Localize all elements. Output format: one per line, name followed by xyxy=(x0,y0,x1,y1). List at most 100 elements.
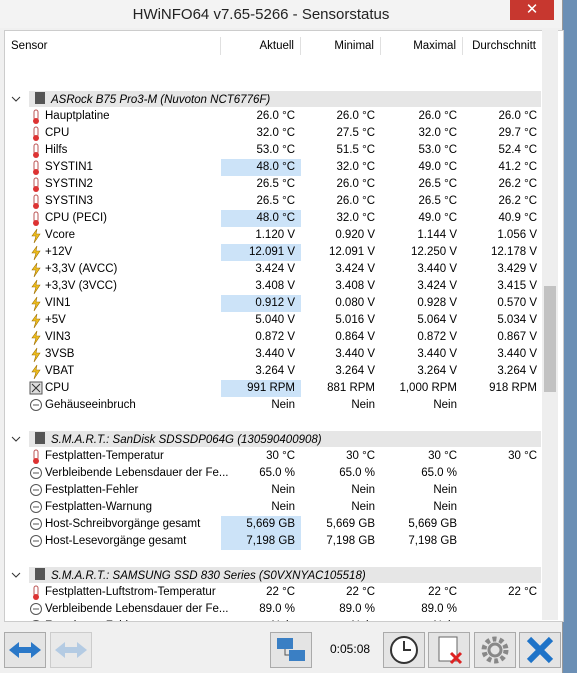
column-header: Durchschnitt xyxy=(463,37,543,55)
sensor-value: Nein xyxy=(271,501,295,513)
sensor-icon xyxy=(29,159,43,176)
sensor-value: 3.415 V xyxy=(497,280,537,292)
sensor-value: 40.9 °C xyxy=(498,212,537,224)
sensor-value: 26.5 °C xyxy=(256,178,295,190)
sensor-value: 22 °C xyxy=(428,586,457,598)
sensor-label: Festplatten-Warnung xyxy=(45,501,152,513)
sensor-icon xyxy=(29,346,43,363)
settings-button[interactable] xyxy=(474,632,516,668)
sensor-value: 29.7 °C xyxy=(498,127,537,139)
sensor-label: +3,3V (3VCC) xyxy=(45,280,117,292)
collapse-arrow[interactable] xyxy=(11,91,23,108)
sensor-value: 26.0 °C xyxy=(336,178,375,190)
scroll-thumb[interactable] xyxy=(544,286,556,392)
icon xyxy=(526,636,554,664)
column-header: Sensor xyxy=(5,37,221,55)
sensor-icon xyxy=(29,448,43,465)
sensor-label: SYSTIN3 xyxy=(45,195,93,207)
sensor-value: 26.0 °C xyxy=(336,195,375,207)
sensor-value: 30 °C xyxy=(428,450,457,462)
collapse-arrow[interactable] xyxy=(11,431,23,448)
network-button[interactable] xyxy=(270,632,312,668)
sensor-icon xyxy=(29,108,43,125)
sensor-value: 48.0 °C xyxy=(221,159,301,176)
sensor-value: 26.5 °C xyxy=(418,178,457,190)
sensor-value: 26.5 °C xyxy=(418,195,457,207)
group-name: ASRock B75 Pro3-M (Nuvoton NCT6776F) xyxy=(51,94,271,106)
sensor-value: 26.2 °C xyxy=(498,178,537,190)
sensor-value: Nein xyxy=(433,399,457,411)
collapse-arrow[interactable] xyxy=(11,567,23,584)
sensor-value: Nein xyxy=(271,399,295,411)
sensor-value: 5.016 V xyxy=(335,314,375,326)
sensor-icon xyxy=(29,261,43,278)
exit-button[interactable] xyxy=(519,632,561,668)
sensor-value: Nein xyxy=(433,484,457,496)
clock-button[interactable] xyxy=(383,632,425,668)
icon xyxy=(438,636,463,665)
sensor-value: 3.408 V xyxy=(255,280,295,292)
sensor-icon xyxy=(29,244,43,261)
nav-button[interactable] xyxy=(50,632,92,668)
sensor-value: 5.040 V xyxy=(255,314,295,326)
sensor-value: 32.0 °C xyxy=(336,212,375,224)
nav-button[interactable] xyxy=(4,632,46,668)
close-button[interactable]: ✕ xyxy=(510,0,554,20)
sensor-label: VIN3 xyxy=(45,331,71,343)
sensor-value: 26.0 °C xyxy=(418,110,457,122)
sensor-value: 0.872 V xyxy=(255,331,295,343)
sensor-value: 51.5 °C xyxy=(336,144,375,156)
sensor-icon xyxy=(29,584,43,601)
sensor-value: Nein xyxy=(351,484,375,496)
sensor-value: 89.0 % xyxy=(339,603,375,615)
icon xyxy=(277,638,305,661)
sensor-label: Hilfs xyxy=(45,144,68,156)
sensor-value: 89.0 % xyxy=(421,603,457,615)
sensor-icon xyxy=(29,499,43,516)
sensor-value: 3.440 V xyxy=(335,348,375,360)
sensor-value: Nein xyxy=(271,484,295,496)
sensor-value: 1,000 RPM xyxy=(399,382,457,394)
toolbar: 0:05:08 xyxy=(0,628,562,673)
sensor-value: 53.0 °C xyxy=(418,144,457,156)
sensor-icon xyxy=(29,482,43,499)
sensor-value: 1.056 V xyxy=(497,229,537,241)
sensor-value: 1.144 V xyxy=(417,229,457,241)
sensor-value: 3.440 V xyxy=(497,348,537,360)
sensor-value: 65.0 % xyxy=(259,467,295,479)
sensor-value: 5,669 GB xyxy=(221,516,301,533)
sensor-value: 5,669 GB xyxy=(326,518,375,530)
scrollbar[interactable] xyxy=(542,30,558,620)
icon xyxy=(481,636,509,664)
sensor-value: 3.264 V xyxy=(497,365,537,377)
sensor-label: Host-Lesevorgänge gesamt xyxy=(45,535,187,547)
sensor-value: 32.0 °C xyxy=(418,127,457,139)
sensor-label: Festplatten-Temperatur xyxy=(45,450,164,462)
sensor-value: 0.928 V xyxy=(417,297,457,309)
sensor-value: 3.424 V xyxy=(335,263,375,275)
sensor-icon xyxy=(29,397,43,414)
sensor-value: 30 °C xyxy=(346,450,375,462)
sensor-value: 3.440 V xyxy=(417,348,457,360)
sensor-label: Festplatten-Luftstrom-Temperatur xyxy=(45,586,216,598)
sensor-icon xyxy=(29,142,43,159)
sensor-label: +12V xyxy=(45,246,73,258)
sensor-icon xyxy=(29,312,43,329)
sensor-label: SYSTIN2 xyxy=(45,178,93,190)
sensor-value: 3.424 V xyxy=(417,280,457,292)
sensor-value: 65.0 % xyxy=(421,467,457,479)
sensor-icon xyxy=(29,618,43,621)
icon xyxy=(390,636,418,664)
group-header: S.M.A.R.T.: SAMSUNG SSD 830 Series (S0VX… xyxy=(29,567,541,583)
sensor-value: 0.570 V xyxy=(497,297,537,309)
sensor-value: 27.5 °C xyxy=(336,127,375,139)
sensor-label: 3VSB xyxy=(45,348,75,360)
sensor-value: 3.264 V xyxy=(255,365,295,377)
sensor-label: Gehäuseeinbruch xyxy=(45,399,136,411)
sensor-value: 53.0 °C xyxy=(256,144,295,156)
sensor-label: VBAT xyxy=(45,365,75,377)
log-button[interactable] xyxy=(428,632,470,668)
sensor-value: Nein xyxy=(351,399,375,411)
sensor-value: 7,198 GB xyxy=(221,533,301,550)
